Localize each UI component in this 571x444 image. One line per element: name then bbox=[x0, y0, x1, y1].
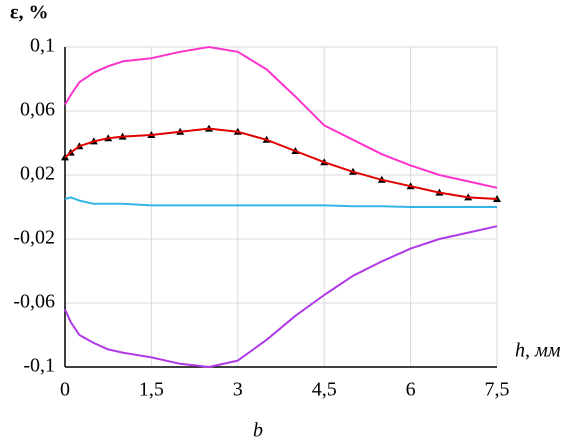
x-tick-label: 3 bbox=[233, 379, 243, 401]
y-tick-label: -0,1 bbox=[23, 355, 55, 377]
y-tick-label: -0,06 bbox=[13, 291, 55, 313]
y-tick-label: 0,02 bbox=[20, 163, 55, 185]
x-tick-label: 0 bbox=[60, 379, 70, 401]
caption: b bbox=[253, 420, 263, 442]
series-line bbox=[64, 225, 498, 368]
y-tick-label: -0,02 bbox=[13, 227, 55, 249]
x-axis-label: h, мм bbox=[515, 340, 561, 362]
x-tick-label: 7,5 bbox=[485, 379, 510, 401]
x-tick-label: 1,5 bbox=[139, 379, 164, 401]
x-tick-label: 4,5 bbox=[312, 379, 337, 401]
series-line bbox=[64, 196, 497, 208]
y-axis-label: ε, % bbox=[10, 2, 49, 24]
series-line bbox=[64, 46, 498, 189]
x-tick-label: 6 bbox=[406, 379, 416, 401]
y-tick-label: 0,1 bbox=[30, 35, 55, 57]
y-tick-label: 0,06 bbox=[20, 99, 55, 121]
series-line bbox=[64, 127, 498, 200]
